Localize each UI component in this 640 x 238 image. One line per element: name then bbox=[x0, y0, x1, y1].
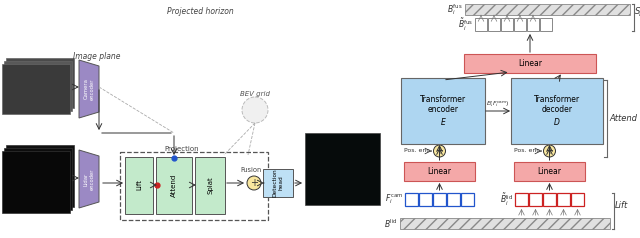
Text: $\tilde{B}_i^{\rm fus}$: $\tilde{B}_i^{\rm fus}$ bbox=[458, 16, 473, 33]
FancyBboxPatch shape bbox=[433, 193, 446, 206]
FancyBboxPatch shape bbox=[527, 18, 539, 31]
FancyBboxPatch shape bbox=[557, 193, 570, 206]
Text: Projection: Projection bbox=[164, 146, 199, 152]
Circle shape bbox=[543, 145, 556, 157]
FancyBboxPatch shape bbox=[405, 193, 418, 206]
Text: +: + bbox=[250, 178, 258, 188]
FancyBboxPatch shape bbox=[401, 78, 485, 144]
FancyBboxPatch shape bbox=[461, 193, 474, 206]
FancyBboxPatch shape bbox=[419, 193, 432, 206]
Text: Projected horizon: Projected horizon bbox=[166, 7, 234, 16]
Text: Lift: Lift bbox=[615, 200, 628, 209]
Text: Attend: Attend bbox=[609, 114, 637, 123]
Text: +: + bbox=[435, 146, 444, 156]
Text: Linear: Linear bbox=[518, 59, 542, 68]
Text: Camera
encoder: Camera encoder bbox=[84, 78, 95, 100]
Text: $B^{\rm lid}$: $B^{\rm lid}$ bbox=[384, 218, 398, 230]
Text: Pos. enc.: Pos. enc. bbox=[514, 149, 541, 154]
FancyBboxPatch shape bbox=[6, 145, 74, 207]
FancyBboxPatch shape bbox=[195, 157, 225, 214]
FancyBboxPatch shape bbox=[540, 18, 552, 31]
Text: Lift: Lift bbox=[136, 179, 142, 190]
Text: Transformer
decoder
$D$: Transformer decoder $D$ bbox=[534, 95, 580, 127]
Text: Lidar
encoder: Lidar encoder bbox=[84, 168, 95, 190]
Text: $E(F_i^{\rm cam})$: $E(F_i^{\rm cam})$ bbox=[486, 99, 510, 109]
Text: Pos. enc.: Pos. enc. bbox=[404, 149, 431, 154]
FancyBboxPatch shape bbox=[2, 64, 70, 114]
FancyBboxPatch shape bbox=[511, 78, 603, 144]
Text: $F_i^{\rm cam}$: $F_i^{\rm cam}$ bbox=[385, 193, 403, 206]
Polygon shape bbox=[79, 150, 99, 208]
Text: Splat: Splat bbox=[635, 6, 640, 15]
FancyBboxPatch shape bbox=[465, 4, 630, 15]
FancyBboxPatch shape bbox=[4, 61, 72, 111]
Text: BEV grid: BEV grid bbox=[240, 91, 270, 97]
FancyBboxPatch shape bbox=[464, 54, 596, 73]
FancyBboxPatch shape bbox=[400, 218, 610, 229]
Text: $\tilde{B}_i^{\rm lid}$: $\tilde{B}_i^{\rm lid}$ bbox=[500, 191, 513, 208]
FancyBboxPatch shape bbox=[475, 18, 487, 31]
FancyBboxPatch shape bbox=[447, 193, 460, 206]
FancyBboxPatch shape bbox=[263, 169, 293, 197]
Text: Attend: Attend bbox=[171, 173, 177, 197]
Text: Fusion: Fusion bbox=[241, 167, 262, 173]
FancyBboxPatch shape bbox=[6, 58, 74, 108]
Text: Splat: Splat bbox=[207, 176, 213, 194]
FancyBboxPatch shape bbox=[488, 18, 500, 31]
Text: +: + bbox=[545, 146, 554, 156]
Circle shape bbox=[247, 176, 261, 190]
FancyBboxPatch shape bbox=[4, 148, 72, 210]
Text: Transformer
encoder
$E$: Transformer encoder $E$ bbox=[420, 95, 466, 127]
Polygon shape bbox=[79, 60, 99, 118]
FancyBboxPatch shape bbox=[514, 18, 526, 31]
Text: Linear: Linear bbox=[538, 167, 561, 176]
FancyBboxPatch shape bbox=[529, 193, 542, 206]
FancyBboxPatch shape bbox=[515, 193, 528, 206]
FancyBboxPatch shape bbox=[125, 157, 153, 214]
Text: Detection
head: Detection head bbox=[273, 169, 284, 197]
FancyBboxPatch shape bbox=[2, 151, 70, 213]
FancyBboxPatch shape bbox=[404, 162, 475, 181]
FancyBboxPatch shape bbox=[571, 193, 584, 206]
Circle shape bbox=[242, 97, 268, 123]
Circle shape bbox=[433, 145, 445, 157]
FancyBboxPatch shape bbox=[543, 193, 556, 206]
Text: Image plane: Image plane bbox=[73, 52, 121, 61]
FancyBboxPatch shape bbox=[501, 18, 513, 31]
FancyBboxPatch shape bbox=[156, 157, 192, 214]
Text: $B_i^{\rm fus}$: $B_i^{\rm fus}$ bbox=[447, 3, 463, 17]
FancyBboxPatch shape bbox=[305, 133, 380, 205]
FancyBboxPatch shape bbox=[514, 162, 585, 181]
Text: Linear: Linear bbox=[428, 167, 451, 176]
